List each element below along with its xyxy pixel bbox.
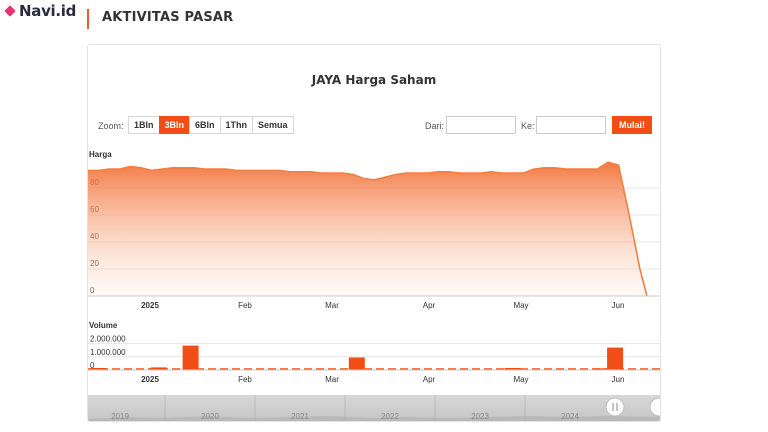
volume-bar	[182, 345, 199, 370]
zoom-3bln-button[interactable]: 3Bln	[158, 116, 191, 134]
volume-x-tick-label: Jun	[612, 375, 625, 384]
navigator-year-label: 2022	[381, 412, 399, 421]
price-x-tick-label: Mar	[325, 301, 339, 310]
volume-bar	[592, 368, 609, 370]
diamond-icon	[4, 5, 16, 17]
navi-logo[interactable]: Navi.id	[4, 2, 76, 20]
volume-bars[interactable]	[88, 345, 661, 370]
volume-x-tick-label: Mar	[325, 375, 339, 384]
volume-axis-title: Volume	[89, 321, 118, 330]
price-x-axis: 2025 Feb Mar Apr May Jun	[141, 301, 624, 310]
price-x-tick-label: Jun	[612, 301, 625, 310]
brand-name: Navi.id	[19, 2, 77, 20]
zoom-1thn-button[interactable]: 1Thn	[219, 116, 254, 134]
volume-bar	[607, 347, 624, 370]
volume-bar	[348, 357, 365, 370]
volume-x-tick-label: Apr	[423, 375, 436, 384]
navigator-series	[88, 416, 660, 421]
stock-chart-panel: JAYA Harga Saham Zoom: 1Bln 3Bln 6Bln 1T…	[87, 44, 661, 422]
to-label: Ke:	[521, 121, 535, 131]
volume-x-tick-label: 2025	[141, 375, 159, 384]
from-label: Dari:	[425, 121, 445, 131]
navigator-year-label: 2019	[111, 412, 129, 421]
volume-x-axis: 2025 Feb Mar Apr May Jun	[141, 375, 624, 384]
volume-y-axis: 0 1.000.000 2.000.000	[90, 335, 126, 370]
zoom-button-group: 1Bln 3Bln 6Bln 1Thn Semua	[128, 116, 294, 134]
go-button[interactable]: Mulai!	[612, 116, 652, 134]
volume-x-tick-label: May	[513, 375, 528, 384]
navigator-right-handle[interactable]	[649, 397, 661, 417]
volume-bar	[150, 367, 167, 370]
price-area[interactable]	[88, 162, 647, 296]
from-date-input[interactable]	[446, 116, 516, 134]
navigator-year-label: 2020	[201, 412, 219, 421]
zoom-semua-button[interactable]: Semua	[252, 116, 294, 134]
to-date-input[interactable]	[536, 116, 606, 134]
volume-bar	[90, 368, 107, 370]
volume-y-tick-label: 2.000.000	[90, 335, 126, 344]
volume-x-tick-label: Feb	[238, 375, 252, 384]
navigator-left-handle[interactable]	[605, 397, 625, 417]
zoom-label: Zoom:	[98, 121, 124, 131]
navigator-year-label: 2021	[291, 412, 309, 421]
page-title: AKTIVITAS PASAR	[102, 10, 234, 25]
zoom-6bln-button[interactable]: 6Bln	[189, 116, 221, 134]
navigator-year-label: 2023	[471, 412, 489, 421]
volume-y-tick-label: 0	[90, 361, 95, 370]
volume-y-tick-label: 1.000.000	[90, 348, 126, 357]
volume-gridlines	[88, 343, 660, 371]
price-line[interactable]	[88, 161, 648, 297]
price-x-tick-label: Feb	[238, 301, 252, 310]
title-accent-bar	[87, 9, 89, 29]
navigator-year-label: 2024	[561, 412, 579, 421]
price-x-tick-label: May	[513, 301, 528, 310]
chart-title: JAYA Harga Saham	[311, 73, 437, 87]
price-x-tick-label: Apr	[423, 301, 436, 310]
price-axis-title: Harga	[89, 150, 112, 159]
navigator-years: 2019 2020 2021 2022 2023 2024	[111, 395, 579, 421]
navigator-track[interactable]	[88, 395, 661, 422]
price-x-tick-label: 2025	[141, 301, 159, 310]
